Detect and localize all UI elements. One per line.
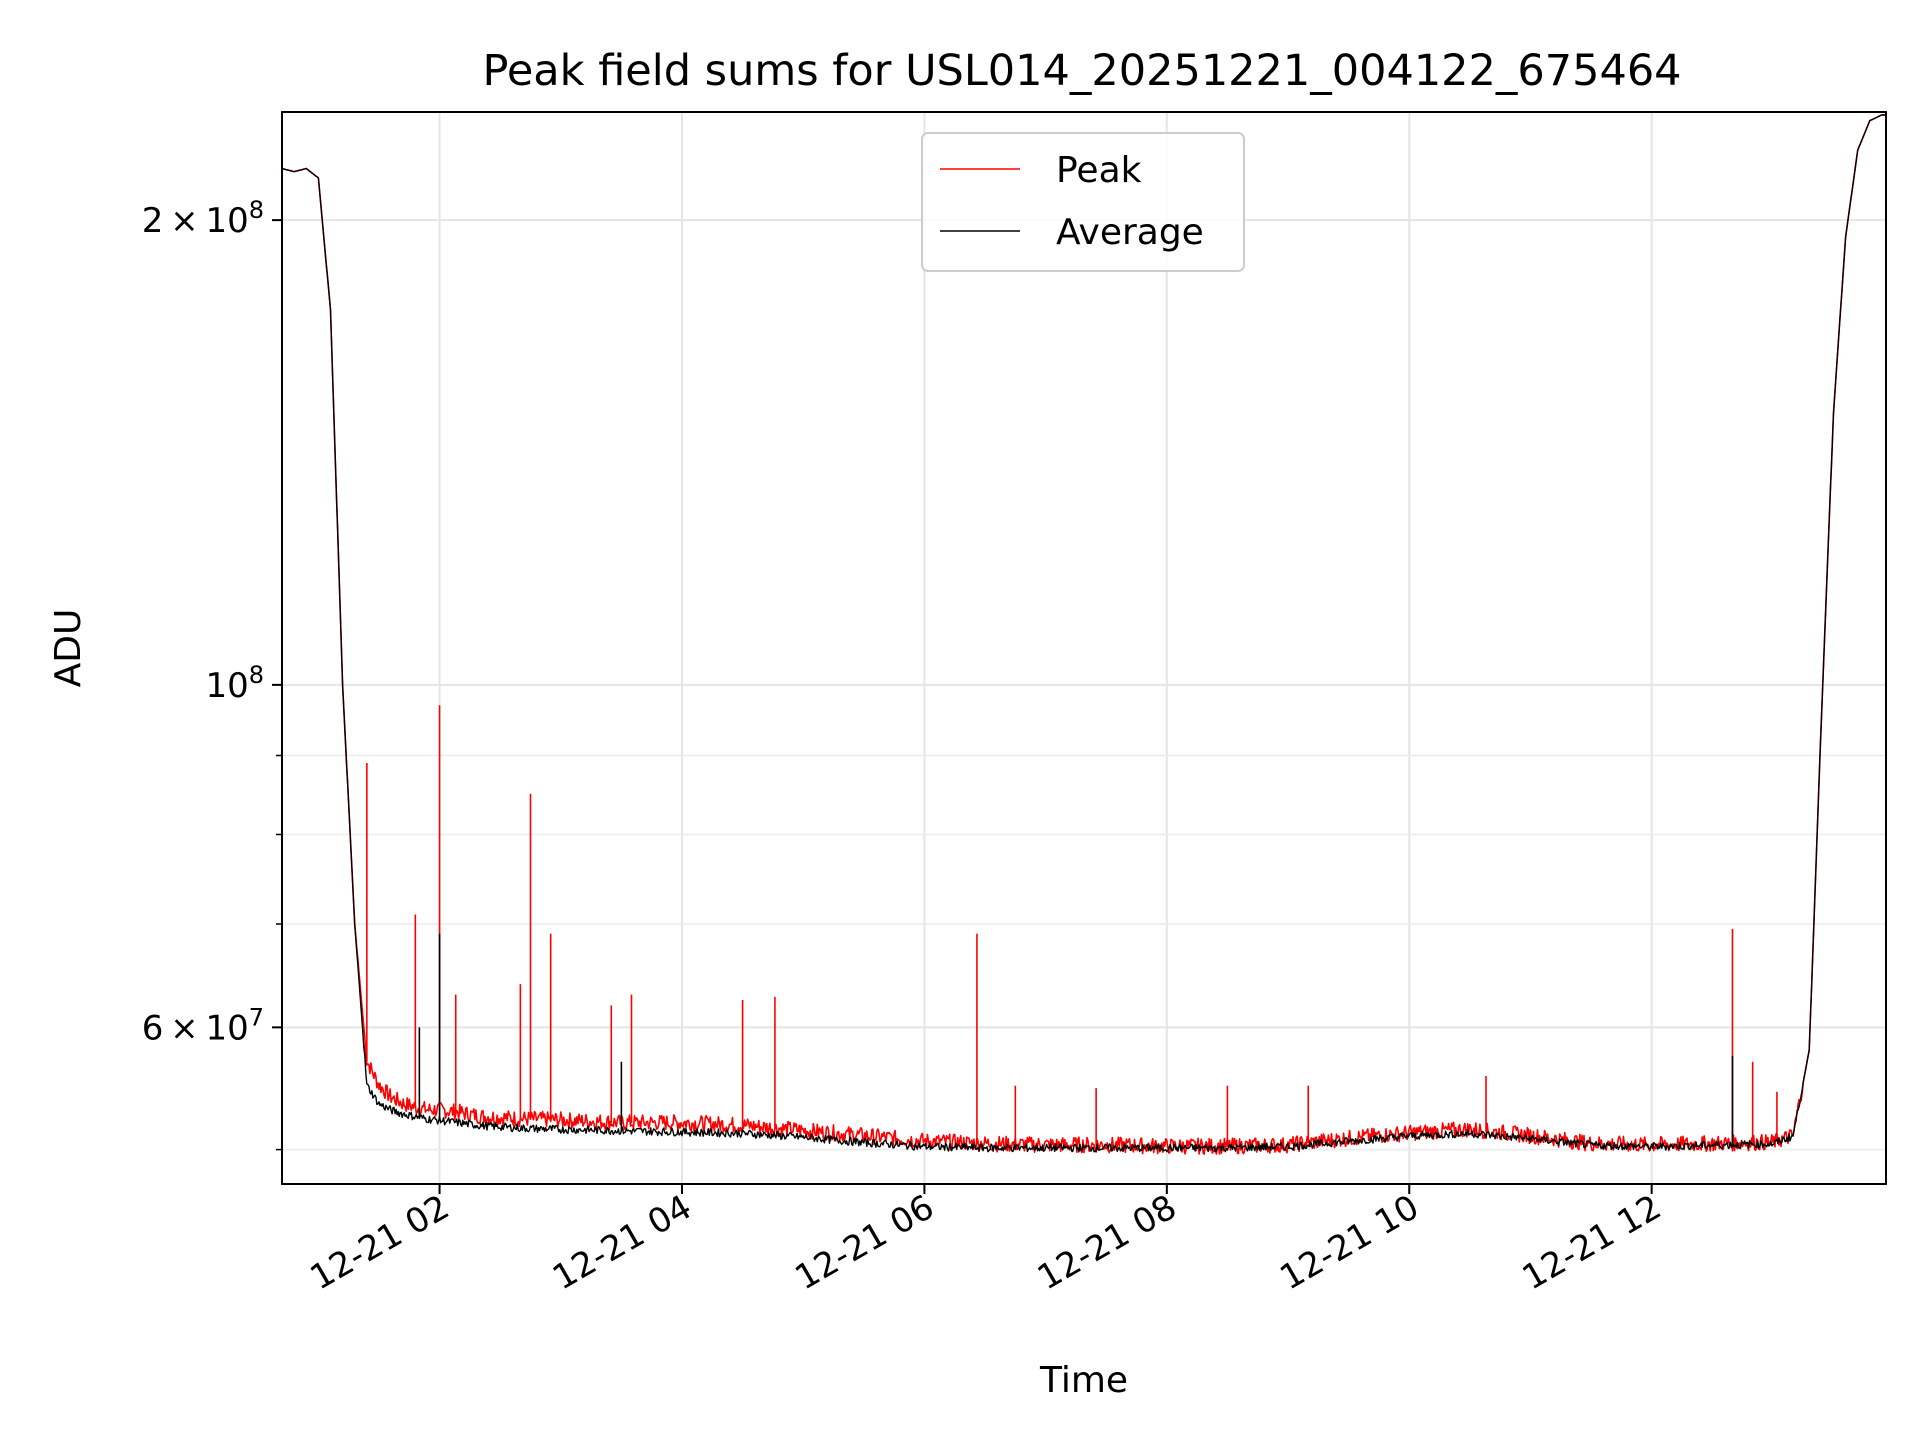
series-line <box>282 114 1886 1153</box>
legend-label-average: Average <box>1056 212 1204 253</box>
legend-label-peak: Peak <box>1056 150 1142 191</box>
legend: Peak Average <box>921 132 1245 272</box>
series-line <box>282 114 1886 1155</box>
series-layer <box>282 114 1886 1155</box>
y-tick-label: 6 × 107 <box>142 1003 264 1048</box>
y-axis-ticks: 6 × 107 108 2 × 108 <box>142 196 282 1151</box>
legend-box <box>921 132 1245 272</box>
series-average <box>282 114 1886 1153</box>
y-tick-label: 2 × 108 <box>142 196 264 241</box>
chart-title: Peak field sums for USL014_20251221_0041… <box>482 46 1681 96</box>
series-peak <box>282 114 1886 1155</box>
y-tick-label: 108 <box>205 661 264 706</box>
y-axis-label: ADU <box>48 609 89 688</box>
plot-area <box>282 114 1886 1155</box>
plot-frame <box>281 111 1887 1185</box>
x-axis-label: Time <box>1039 1360 1128 1401</box>
